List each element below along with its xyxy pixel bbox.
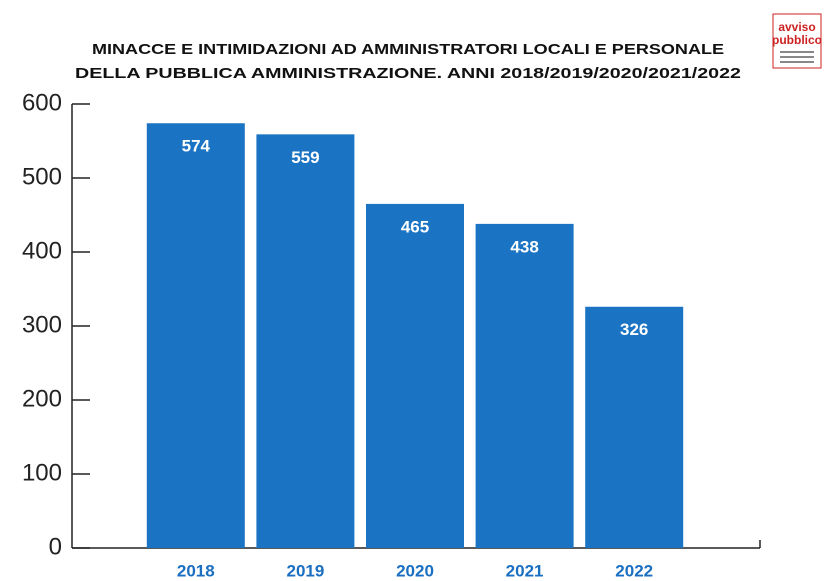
y-tick-label: 0 — [49, 533, 62, 560]
value-label: 465 — [401, 217, 429, 236]
bar — [366, 203, 464, 548]
bar — [475, 223, 574, 548]
y-tick-label: 600 — [22, 89, 62, 116]
value-label: 559 — [291, 148, 319, 167]
bar — [256, 134, 355, 548]
value-label: 574 — [182, 137, 211, 156]
bar — [146, 123, 245, 549]
y-tick-label: 100 — [22, 459, 62, 486]
x-tick-label: 2018 — [177, 561, 215, 580]
bar — [585, 306, 684, 548]
y-tick-label: 200 — [22, 385, 62, 412]
logo: avviso pubblico — [772, 13, 822, 69]
x-tick-label: 2020 — [396, 561, 434, 580]
value-label: 438 — [510, 237, 538, 256]
value-label: 326 — [620, 320, 648, 339]
logo-text: avviso — [778, 20, 815, 34]
x-tick-label: 2021 — [506, 561, 544, 580]
y-tick-label: 500 — [22, 163, 62, 190]
x-tick-label: 2022 — [615, 561, 653, 580]
chart-title: DELLA PUBBLICA AMMINISTRAZIONE. ANNI 201… — [75, 65, 741, 82]
chart-title: MINACCE E INTIMIDAZIONI AD AMMINISTRATOR… — [92, 41, 724, 58]
x-tick-label: 2019 — [286, 561, 324, 580]
logo-text: pubblico — [772, 33, 822, 47]
y-tick-label: 300 — [22, 311, 62, 338]
y-tick-label: 400 — [22, 237, 62, 264]
